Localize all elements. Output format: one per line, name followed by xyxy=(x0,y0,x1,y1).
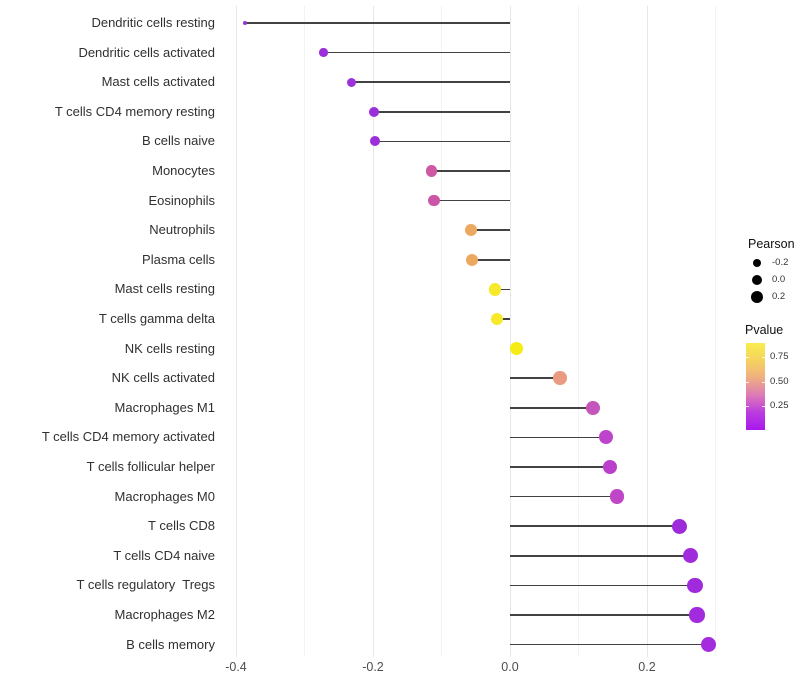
y-axis-label: NK cells activated xyxy=(111,370,215,386)
y-axis-label: Macrophages M0 xyxy=(114,488,215,504)
legend-size-dot xyxy=(750,290,764,304)
legend-pvalue-title: Pvalue xyxy=(745,323,784,337)
lollipop-segment xyxy=(510,555,691,557)
lollipop-dot xyxy=(466,253,479,266)
lollipop-segment xyxy=(472,259,510,261)
lollipop-dot xyxy=(319,48,328,57)
y-axis-label: Macrophages M1 xyxy=(114,399,215,415)
y-axis-label: Monocytes xyxy=(152,163,215,178)
gridline-major xyxy=(235,6,237,657)
lollipop-dot xyxy=(242,20,248,26)
lollipop-segment xyxy=(510,643,709,646)
lollipop-dot xyxy=(488,283,502,296)
lollipop-segment xyxy=(510,466,610,468)
lollipop-segment xyxy=(373,111,510,113)
lollipop-dot xyxy=(672,518,688,534)
lollipop-dot xyxy=(509,342,523,355)
y-axis-label: T cells gamma delta xyxy=(98,311,215,326)
lollipop-dot xyxy=(689,607,705,623)
lollipop-dot xyxy=(687,577,703,594)
gradient-bar-tick xyxy=(762,406,765,407)
gradient-bar-tick xyxy=(746,382,749,383)
legend-size-dot xyxy=(751,274,763,286)
lollipop-segment xyxy=(510,584,695,587)
y-axis-label: T cells follicular helper xyxy=(86,459,215,474)
y-axis-label: Neutrophils xyxy=(149,222,215,238)
y-axis-label: Macrophages M2 xyxy=(114,607,215,622)
y-axis-label: Mast cells resting xyxy=(114,281,215,297)
lollipop-segment xyxy=(351,81,510,83)
lollipop-segment xyxy=(244,22,510,24)
x-axis-tick-label: 0.0 xyxy=(501,660,519,674)
gridline-minor xyxy=(578,6,579,657)
lollipop-dot xyxy=(700,636,717,653)
x-axis-tick-label: 0.2 xyxy=(638,660,656,674)
y-axis-label: Plasma cells xyxy=(142,251,215,267)
lollipop-segment xyxy=(470,229,510,231)
y-axis-label: B cells memory xyxy=(126,636,215,652)
y-axis-label: Dendritic cells resting xyxy=(91,15,215,30)
lollipop-segment xyxy=(375,140,510,143)
gradient-bar-tick xyxy=(762,382,765,383)
lollipop-segment xyxy=(494,288,510,291)
y-axis-label: Mast cells activated xyxy=(101,74,215,90)
lollipop-segment xyxy=(510,614,697,616)
lollipop-segment xyxy=(433,199,510,202)
y-axis-label: T cells CD8 xyxy=(148,518,215,534)
lollipop-dot xyxy=(428,195,440,207)
legend-size-label: -0.2 xyxy=(772,257,789,268)
lollipop-dot xyxy=(683,548,699,564)
lollipop-dot xyxy=(602,459,618,475)
x-axis-tick-label: -0.4 xyxy=(225,660,247,674)
lollipop-dot xyxy=(347,77,357,87)
y-axis-label: T cells regulatory Tregs xyxy=(76,577,215,593)
legend-size-label: 0.2 xyxy=(772,291,786,302)
legend-gradient-tick-label: 0.75 xyxy=(770,351,789,362)
lollipop-segment xyxy=(496,318,510,320)
lollipop-segment xyxy=(323,51,510,54)
gradient-bar-tick xyxy=(746,406,749,407)
gridline-minor xyxy=(304,6,305,657)
legend-size-dot xyxy=(753,259,761,267)
gridline-major xyxy=(509,6,511,657)
gradient-bar-tick xyxy=(762,357,765,358)
y-axis-label: T cells CD4 memory resting xyxy=(54,103,215,119)
lollipop-dot xyxy=(368,106,379,117)
lollipop-segment xyxy=(510,525,680,527)
legend-gradient-tick-label: 0.50 xyxy=(770,376,789,387)
lollipop-dot xyxy=(609,489,624,504)
gridline-minor xyxy=(715,6,716,657)
y-axis-label: B cells naive xyxy=(142,133,215,149)
gridline-major xyxy=(646,6,648,657)
x-axis-tick-label: -0.2 xyxy=(362,660,384,674)
lollipop-dot xyxy=(598,430,613,445)
lollipop-segment xyxy=(510,495,617,498)
lollipop-dot xyxy=(553,371,567,385)
lollipop-segment xyxy=(510,407,593,409)
y-axis-label: T cells CD4 naive xyxy=(113,547,215,563)
gridline-minor xyxy=(441,6,442,657)
legend-gradient-tick-label: 0.25 xyxy=(770,400,789,411)
lollipop-segment xyxy=(431,170,510,172)
pvalue-gradient-bar xyxy=(746,343,765,430)
y-axis-label: Dendritic cells activated xyxy=(78,44,215,60)
lollipop-dot xyxy=(370,136,380,147)
y-axis-label: T cells CD4 memory activated xyxy=(41,429,215,445)
gridline-major xyxy=(372,6,374,657)
y-axis-label: Eosinophils xyxy=(148,192,216,208)
lollipop-segment xyxy=(510,377,560,379)
legend-size-label: 0.0 xyxy=(772,274,786,285)
lollipop-dot xyxy=(585,400,600,415)
legend-pearson-title: Pearson xyxy=(748,237,795,251)
lollipop-segment xyxy=(510,436,606,439)
gradient-bar-tick xyxy=(746,357,749,358)
lollipop-dot xyxy=(425,165,437,177)
lollipop-dot xyxy=(490,312,504,326)
y-axis-label: NK cells resting xyxy=(124,340,215,356)
lollipop-dot xyxy=(465,224,477,237)
